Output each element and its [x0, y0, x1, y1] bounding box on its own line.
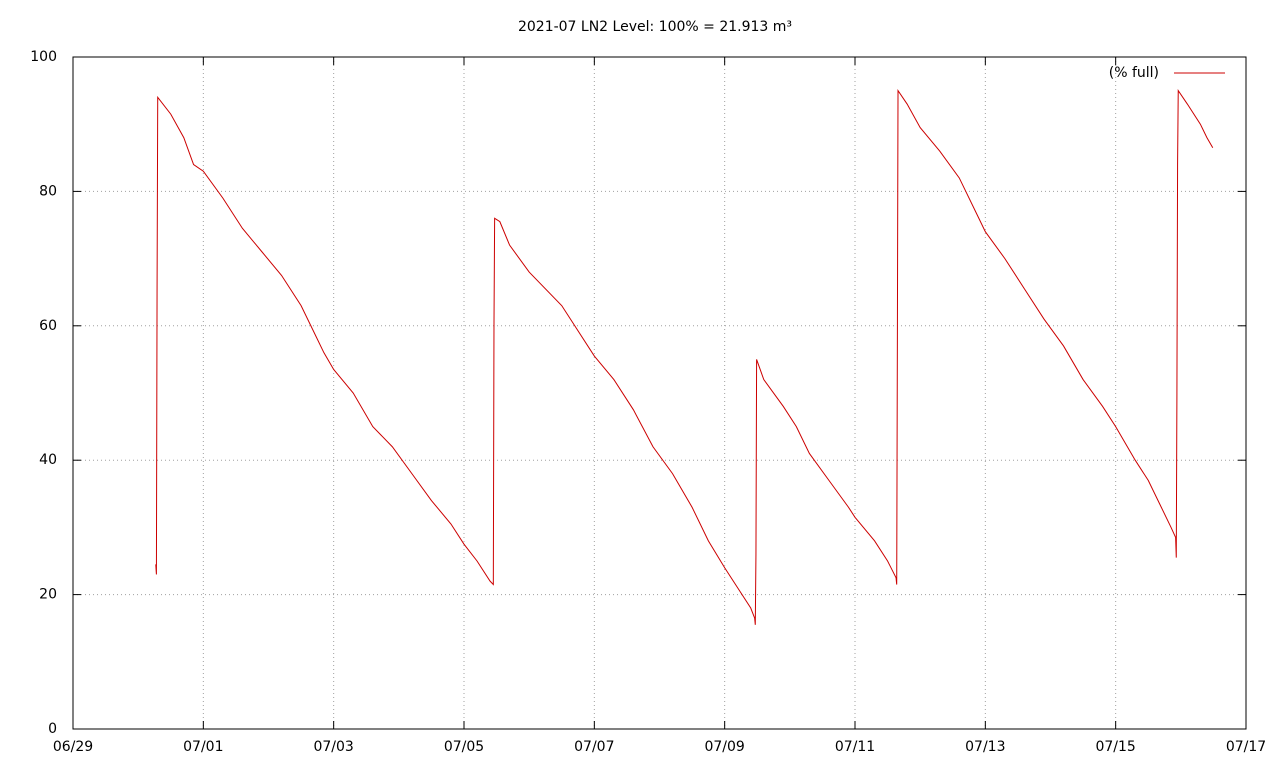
y-tick-label: 40: [39, 452, 57, 468]
legend-label: (% full): [1109, 65, 1159, 81]
x-tick-label: 07/09: [704, 739, 744, 755]
x-tick-label: 07/11: [835, 739, 875, 755]
x-tick-label: 07/01: [183, 739, 223, 755]
y-tick-label: 100: [30, 49, 57, 65]
y-tick-label: 0: [48, 721, 57, 737]
x-tick-label: 06/29: [53, 739, 93, 755]
x-tick-label: 07/13: [965, 739, 1005, 755]
data-line: [155, 88, 1214, 625]
y-tick-label: 80: [39, 183, 57, 199]
chart-title: 2021-07 LN2 Level: 100% = 21.913 m³: [518, 19, 792, 35]
x-tick-label: 07/15: [1095, 739, 1135, 755]
y-tick-label: 20: [39, 587, 57, 603]
x-tick-label: 07/17: [1226, 739, 1266, 755]
x-tick-label: 07/07: [574, 739, 614, 755]
y-tick-label: 60: [39, 318, 57, 334]
plot-frame: [72, 56, 1247, 730]
x-tick-label: 07/03: [313, 739, 353, 755]
x-tick-label: 07/05: [444, 739, 484, 755]
